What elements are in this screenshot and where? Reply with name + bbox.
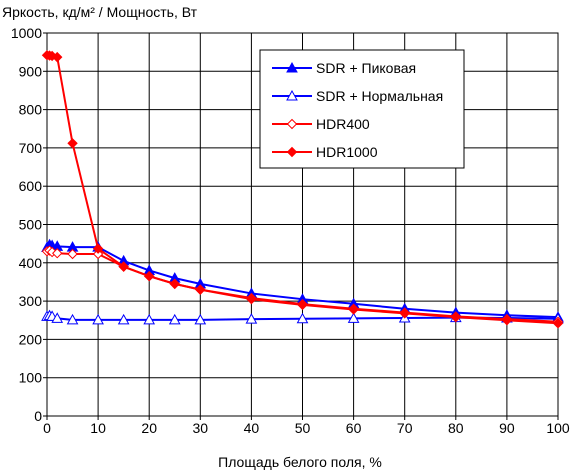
legend-marker xyxy=(286,118,298,130)
x-tick-label: 20 xyxy=(141,420,157,436)
y-tick-label: 400 xyxy=(19,255,43,271)
legend-item: SDR + Нормальная xyxy=(272,88,443,104)
series-1 xyxy=(41,238,564,322)
x-tick-label: 90 xyxy=(499,420,515,436)
axis-ticks: 0 100 200 300 400 500 600 700 800 900 1000 0 10 20 30 4… xyxy=(11,25,570,436)
x-tick-label: 80 xyxy=(448,420,464,436)
data-point xyxy=(501,315,513,326)
x-axis-label: Площадь белого поля, % xyxy=(218,454,382,470)
series-4 xyxy=(41,50,564,329)
data-point xyxy=(399,308,410,319)
data-point xyxy=(118,261,129,272)
legend-item: SDR + Пиковая xyxy=(272,60,416,76)
data-point xyxy=(52,248,63,259)
data-point xyxy=(117,313,130,325)
x-tick-label: 100 xyxy=(546,420,570,436)
legend-label: SDR + Нормальная xyxy=(316,88,443,104)
data-point xyxy=(168,313,181,325)
data-point xyxy=(92,313,104,325)
data-point xyxy=(245,313,258,324)
legend-marker xyxy=(286,89,298,101)
legend-marker xyxy=(286,146,298,158)
x-tick-label: 40 xyxy=(244,420,260,436)
legend-label: HDR400 xyxy=(316,116,370,132)
data-point xyxy=(297,299,308,311)
x-tick-label: 30 xyxy=(193,420,209,436)
data-point xyxy=(67,138,78,149)
data-point xyxy=(246,293,257,305)
data-point xyxy=(348,304,359,315)
legend-label: HDR1000 xyxy=(316,144,378,160)
data-point xyxy=(296,312,309,324)
chart-title: Яркость, кд/м² / Мощность, Вт xyxy=(2,4,198,20)
data-point xyxy=(195,284,206,295)
data-point xyxy=(143,270,155,282)
x-tick-label: 50 xyxy=(295,420,311,436)
x-tick-label: 0 xyxy=(43,420,51,436)
series-layer xyxy=(41,50,564,329)
legend-marker xyxy=(286,61,298,73)
data-point xyxy=(194,313,207,325)
data-point xyxy=(552,318,564,329)
y-tick-label: 1000 xyxy=(11,25,42,41)
data-point xyxy=(66,313,79,325)
data-point xyxy=(347,312,360,323)
data-point xyxy=(51,312,64,323)
data-point xyxy=(67,248,78,260)
y-tick-label: 300 xyxy=(19,293,43,309)
y-tick-label: 600 xyxy=(19,178,43,194)
data-point xyxy=(92,248,104,260)
legend-label: SDR + Пиковая xyxy=(316,60,416,76)
x-tick-label: 60 xyxy=(346,420,362,436)
legend-item: HDR1000 xyxy=(272,144,378,160)
y-tick-label: 500 xyxy=(19,217,43,233)
x-tick-label: 70 xyxy=(397,420,413,436)
x-tick-label: 10 xyxy=(90,420,106,436)
data-point xyxy=(52,51,63,63)
y-tick-label: 100 xyxy=(19,370,43,386)
data-point xyxy=(92,243,104,254)
data-point xyxy=(450,311,462,323)
y-tick-label: 200 xyxy=(19,331,43,347)
y-tick-label: 900 xyxy=(19,63,43,79)
legend-item: HDR400 xyxy=(272,116,370,132)
y-tick-label: 800 xyxy=(19,102,43,118)
y-tick-label: 700 xyxy=(19,140,43,156)
y-tick-label: 0 xyxy=(34,408,42,424)
data-point xyxy=(143,313,156,325)
legend: SDR + Пиковая SDR + Нормальная HDR400 HDR10… xyxy=(259,49,465,169)
data-point xyxy=(169,278,180,290)
